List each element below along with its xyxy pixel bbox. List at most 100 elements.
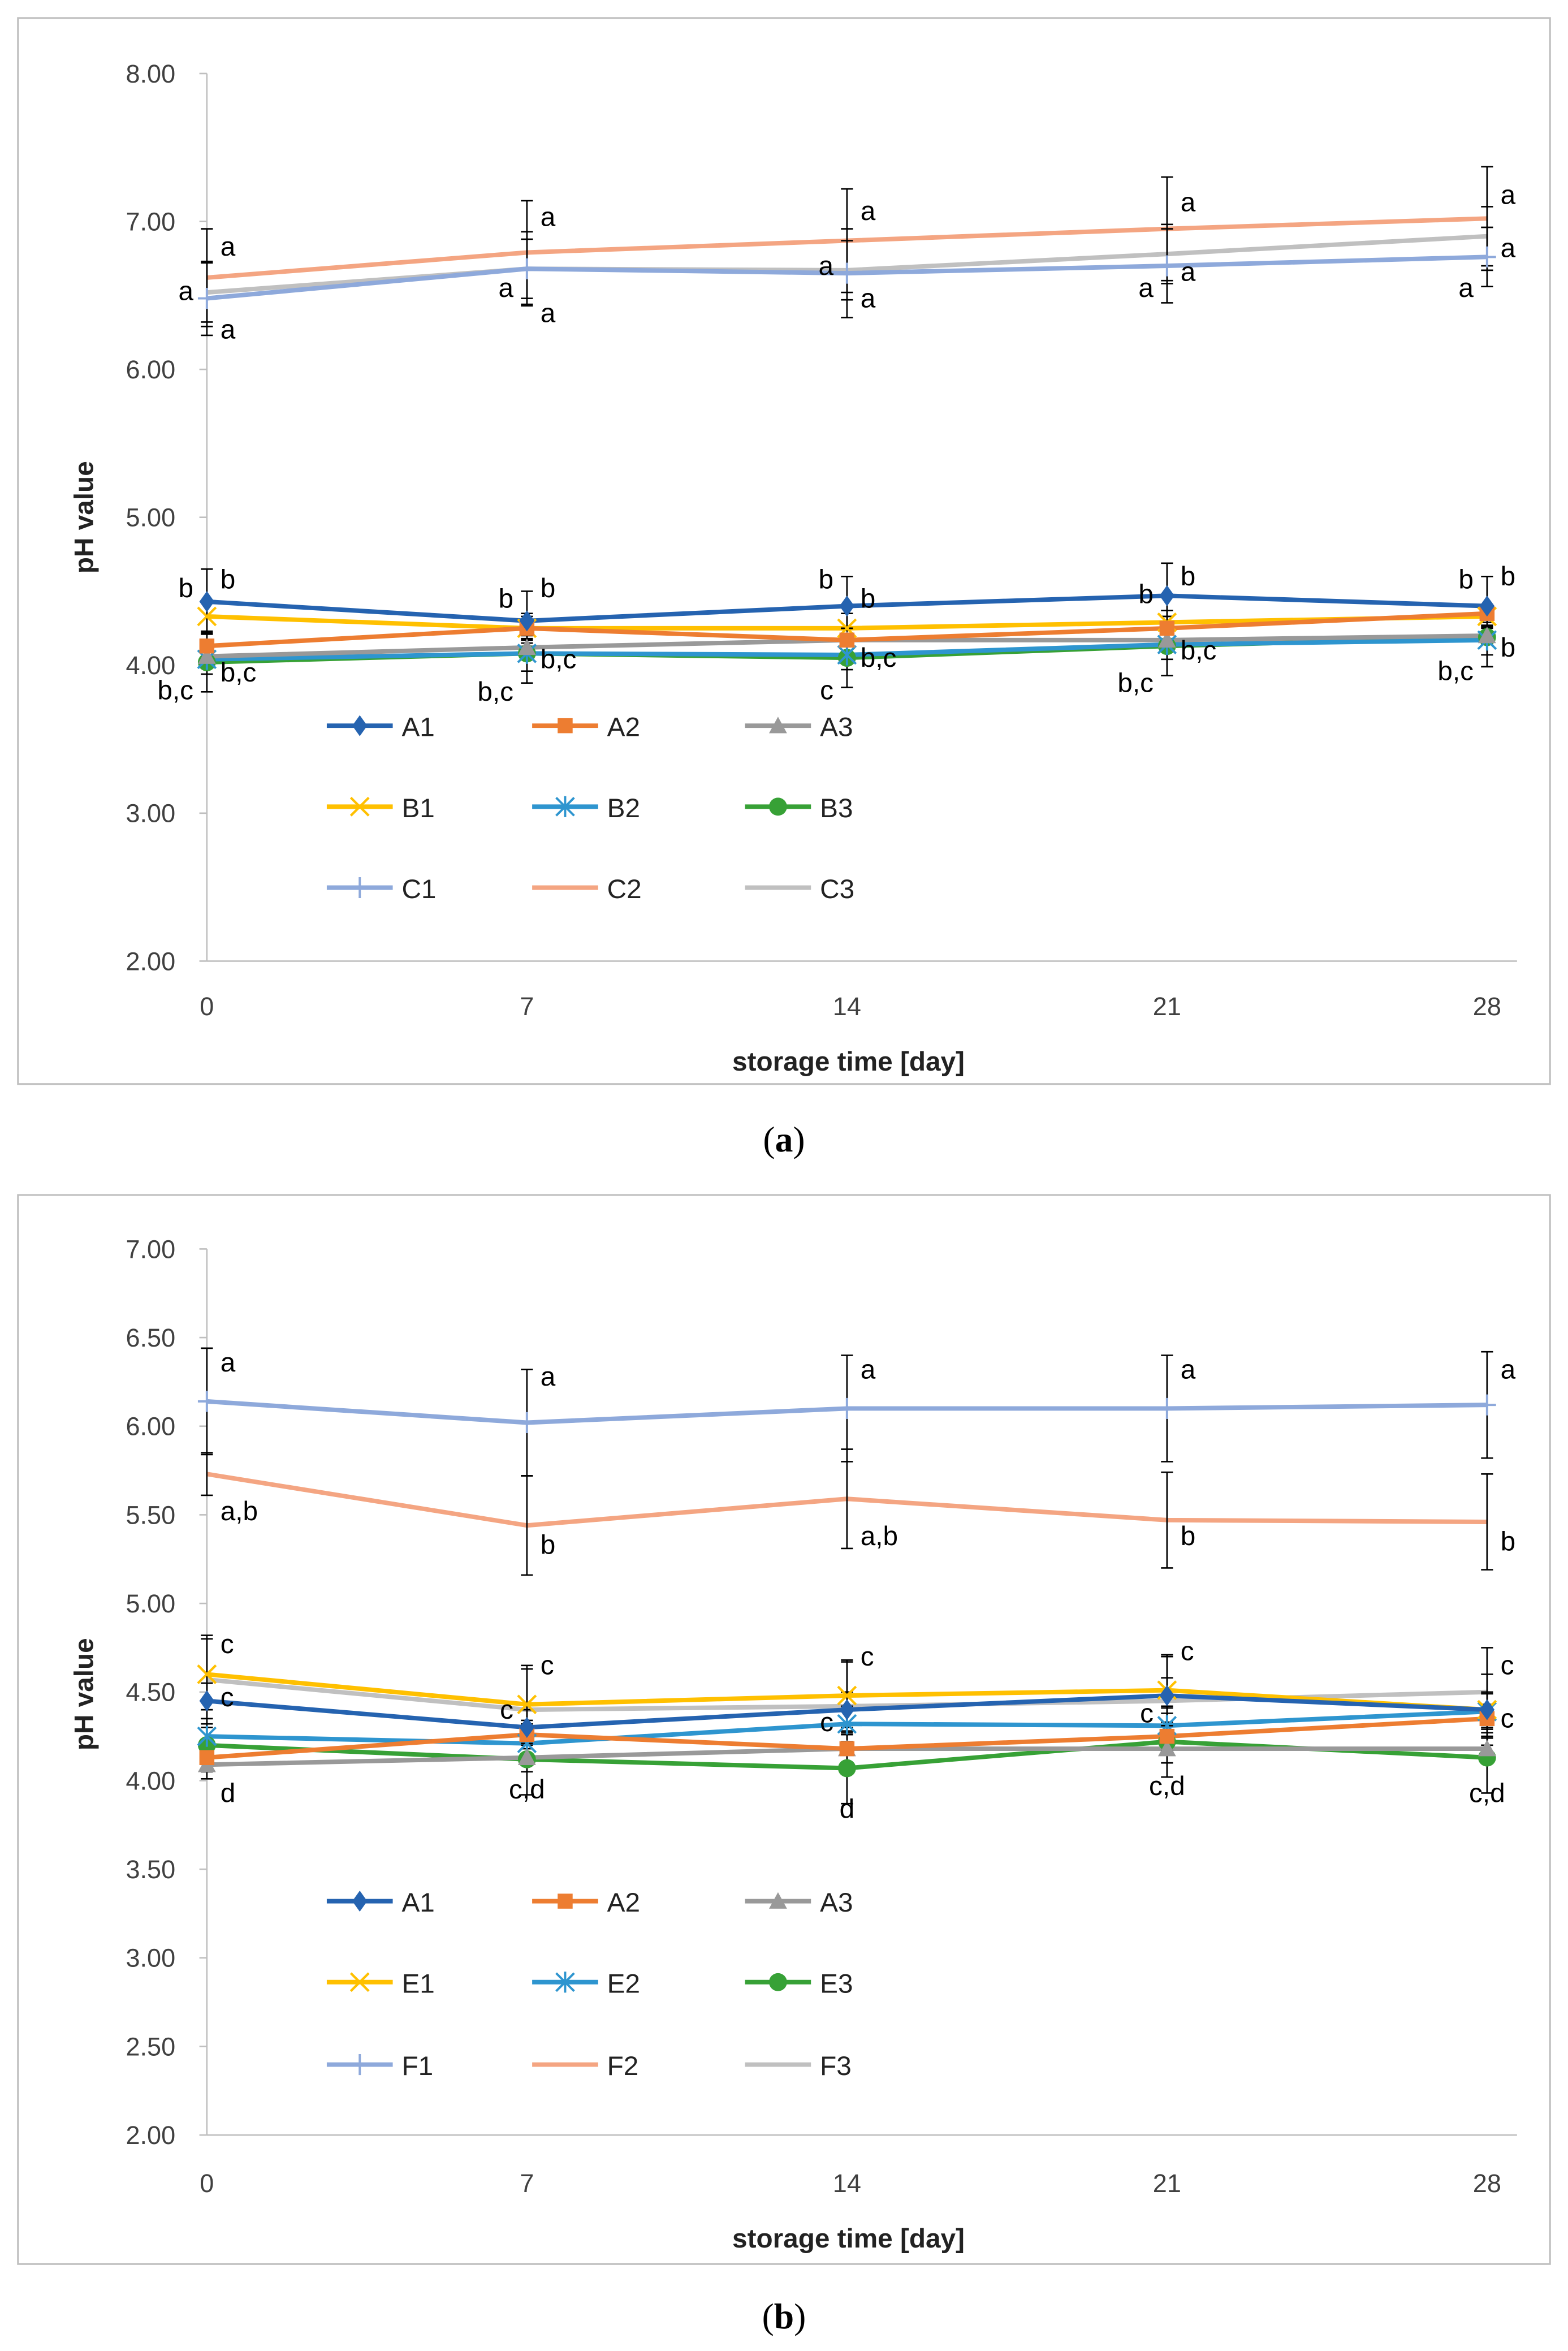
data-point-A1: [1479, 596, 1495, 617]
caption-a-letter: a: [775, 1119, 793, 1159]
panel-b: storage time [day] pH value (b) 2.00 2.50…: [17, 1194, 1551, 2336]
significance-label: b,c: [1117, 668, 1154, 698]
legend-label: A2: [607, 713, 640, 743]
significance-label: d: [840, 1794, 855, 1824]
significance-label: a: [861, 283, 876, 313]
significance-label: b: [1501, 562, 1516, 592]
plot-area-a: 2.003.004.005.006.007.008.000 7 14 21 28aaab…: [126, 59, 1517, 1021]
y-tick-label: 4.00: [126, 651, 175, 680]
significance-label: a: [861, 196, 876, 226]
data-point-A3: [1478, 1740, 1496, 1757]
legend-label: E3: [820, 1969, 853, 1999]
data-point-A3: [197, 647, 216, 664]
error-bar-F2: [201, 1452, 213, 1496]
legend-item-E1: E1: [326, 1969, 435, 1999]
legend-label: B1: [401, 793, 434, 823]
significance-label: c,d: [1469, 1778, 1505, 1808]
legend-label: F1: [401, 2051, 433, 2081]
significance-label: c,d: [509, 1775, 545, 1805]
significance-label: b,c: [157, 676, 193, 706]
data-point-C1: [1157, 255, 1176, 277]
significance-label: b: [541, 573, 556, 603]
caption-b: (b): [762, 2296, 806, 2336]
y-tick-label: 7.00: [126, 1235, 175, 1263]
significance-label: c: [541, 1651, 554, 1681]
legend-marker: [768, 1892, 787, 1909]
data-point-A1: [519, 610, 535, 632]
caption-a: (a): [763, 1119, 805, 1159]
significance-label: a: [861, 1354, 876, 1384]
legend-item-A3: A3: [745, 1888, 853, 1918]
data-point-A2: [199, 1750, 215, 1765]
y-tick-label: 5.00: [126, 503, 175, 532]
y-tick-label: 8.00: [126, 59, 175, 88]
data-point-A3: [517, 638, 536, 655]
legend-item-C3: C3: [745, 874, 854, 904]
significance-label: b: [498, 584, 513, 614]
data-point-A3: [517, 1748, 536, 1765]
significance-label: a: [1138, 273, 1154, 303]
x-tick-label: 21: [1153, 2169, 1181, 2198]
legend-label: C2: [607, 874, 642, 904]
data-point-B2: [837, 644, 857, 666]
data-point-E1: [837, 1685, 857, 1706]
data-point-A2: [839, 632, 855, 648]
significance-label: c: [500, 1695, 513, 1725]
y-tick-label: 4.50: [126, 1678, 175, 1707]
y-tick-label: 6.00: [126, 1412, 175, 1441]
legend-label: F2: [607, 2051, 639, 2081]
x-tick-label: 28: [1473, 2169, 1501, 2198]
data-point-E1: [517, 1694, 537, 1715]
y-tick-label: 3.50: [126, 1855, 175, 1884]
y-tick-label: 2.00: [126, 2121, 175, 2150]
significance-label: a: [1501, 1354, 1516, 1384]
significance-label: c: [221, 1629, 234, 1659]
significance-label: c: [820, 1707, 833, 1737]
significance-label: c,d: [1149, 1771, 1185, 1801]
significance-label: b: [178, 573, 193, 603]
significance-label: a: [1181, 257, 1196, 287]
error-bar-F2: [1481, 1473, 1493, 1571]
x-tick-label: 7: [520, 2169, 534, 2198]
x-tick-label: 0: [200, 992, 214, 1021]
significance-label: a,b: [861, 1521, 898, 1551]
significance-label: a: [1501, 234, 1516, 264]
legend-marker: [351, 2054, 369, 2076]
legend-marker: [768, 717, 787, 734]
legend-label: B3: [820, 793, 853, 823]
legend-label: A1: [401, 1888, 434, 1918]
significance-label: c: [1501, 1704, 1514, 1734]
legend-item-F1: F1: [326, 2051, 433, 2081]
x-axis-label-b: storage time [day]: [732, 2224, 965, 2254]
legend-marker: [349, 796, 370, 817]
data-point-F1: [837, 1397, 856, 1419]
y-tick-label: 2.50: [126, 2032, 175, 2061]
y-tick-label: 2.00: [126, 947, 175, 976]
legend-marker: [558, 718, 573, 734]
significance-label: a: [221, 232, 236, 262]
legend-item-B3: B3: [745, 793, 853, 823]
legend-item-A2: A2: [532, 1888, 640, 1918]
data-point-E3: [837, 1759, 856, 1778]
significance-label: a,b: [221, 1496, 258, 1526]
significance-label: a: [1181, 1354, 1196, 1384]
x-tick-label: 21: [1153, 992, 1181, 1021]
significance-label: a: [178, 276, 193, 306]
data-point-A1: [1159, 1685, 1175, 1706]
data-point-A2: [1159, 620, 1175, 636]
data-point-F1: [1478, 1394, 1496, 1416]
data-point-C1: [1478, 246, 1496, 268]
significance-label: b,c: [221, 658, 257, 688]
y-tick-label: 5.50: [126, 1500, 175, 1529]
legend-label: A1: [401, 713, 434, 743]
x-axis-label-a: storage time [day]: [732, 1047, 965, 1077]
significance-label: c: [861, 1642, 874, 1672]
error-bar-F2: [841, 1448, 853, 1550]
significance-label: c: [1501, 1651, 1514, 1681]
data-point-A1: [199, 591, 215, 612]
legend-label: F3: [820, 2051, 852, 2081]
data-point-A2: [839, 1741, 855, 1757]
caption-b-letter: b: [774, 2296, 794, 2336]
significance-label: b: [1181, 562, 1196, 592]
significance-label: a: [818, 251, 833, 281]
